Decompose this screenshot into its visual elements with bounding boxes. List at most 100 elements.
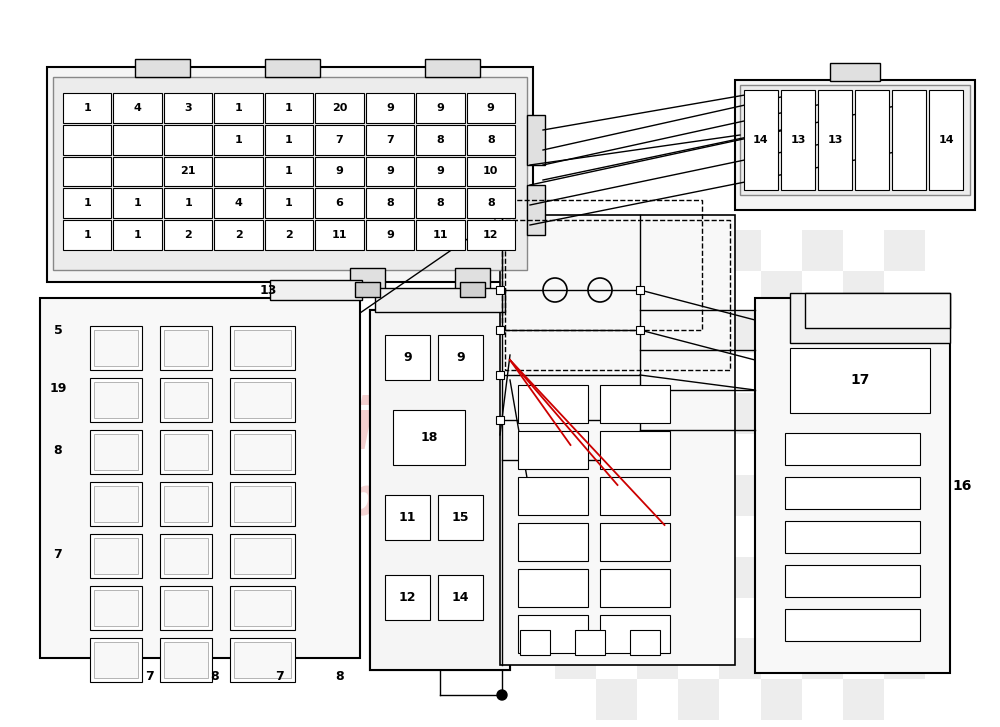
Bar bbox=[94, 330, 138, 366]
Text: 8: 8 bbox=[336, 670, 344, 683]
Bar bbox=[230, 482, 295, 526]
Text: 19: 19 bbox=[49, 382, 67, 395]
Bar bbox=[214, 125, 263, 155]
Bar bbox=[63, 93, 111, 123]
Bar bbox=[596, 271, 637, 312]
Text: 9: 9 bbox=[403, 351, 412, 364]
Bar bbox=[600, 523, 670, 561]
Text: 5: 5 bbox=[54, 324, 62, 337]
Bar bbox=[678, 353, 719, 393]
Bar bbox=[94, 538, 138, 574]
Bar bbox=[802, 393, 843, 434]
Bar bbox=[555, 312, 596, 353]
Bar bbox=[416, 156, 465, 186]
Bar bbox=[600, 385, 670, 423]
Circle shape bbox=[497, 690, 507, 700]
Bar bbox=[518, 615, 588, 653]
Bar bbox=[600, 615, 670, 653]
Bar bbox=[63, 220, 111, 250]
Bar bbox=[637, 393, 678, 434]
Bar bbox=[164, 330, 208, 366]
Bar bbox=[234, 486, 291, 522]
Bar bbox=[596, 679, 637, 720]
Bar bbox=[234, 330, 291, 366]
Text: 20: 20 bbox=[332, 103, 347, 113]
Bar bbox=[884, 638, 925, 679]
Bar bbox=[164, 590, 208, 626]
Bar bbox=[375, 288, 505, 312]
Bar bbox=[518, 523, 588, 561]
Bar bbox=[164, 220, 212, 250]
Text: 1: 1 bbox=[285, 134, 293, 145]
Bar bbox=[802, 312, 843, 353]
Bar bbox=[393, 410, 465, 465]
Bar bbox=[366, 156, 414, 186]
Bar bbox=[63, 125, 111, 155]
Bar bbox=[234, 434, 291, 470]
Bar bbox=[740, 85, 970, 195]
Bar bbox=[230, 534, 295, 578]
Text: 7: 7 bbox=[146, 670, 154, 683]
Text: 1: 1 bbox=[83, 103, 91, 113]
Bar bbox=[385, 495, 430, 540]
Bar bbox=[460, 282, 485, 297]
Text: 8: 8 bbox=[436, 134, 444, 145]
Text: 1: 1 bbox=[285, 103, 293, 113]
Bar bbox=[527, 185, 545, 235]
Text: 8: 8 bbox=[211, 670, 219, 683]
Bar bbox=[600, 477, 670, 515]
Bar bbox=[761, 516, 802, 557]
Text: 1: 1 bbox=[134, 230, 142, 240]
Bar bbox=[416, 220, 465, 250]
Bar bbox=[884, 312, 925, 353]
Bar bbox=[496, 371, 504, 379]
Bar bbox=[416, 188, 465, 218]
Bar bbox=[63, 156, 111, 186]
Bar bbox=[678, 598, 719, 638]
Text: 9: 9 bbox=[336, 166, 343, 177]
Text: 9: 9 bbox=[456, 351, 465, 364]
Text: 1: 1 bbox=[184, 198, 192, 209]
Text: 11: 11 bbox=[399, 511, 416, 524]
Bar bbox=[735, 80, 975, 210]
Bar bbox=[135, 59, 190, 77]
Bar bbox=[214, 93, 263, 123]
Bar bbox=[234, 538, 291, 574]
Bar bbox=[761, 434, 802, 475]
Bar bbox=[555, 393, 596, 434]
Bar bbox=[678, 516, 719, 557]
Text: 14: 14 bbox=[753, 135, 769, 145]
Bar bbox=[385, 575, 430, 620]
Bar bbox=[366, 220, 414, 250]
Bar bbox=[350, 268, 385, 290]
Bar bbox=[719, 312, 761, 353]
Bar bbox=[94, 434, 138, 470]
Bar bbox=[265, 59, 320, 77]
Bar bbox=[761, 598, 802, 638]
Bar bbox=[467, 220, 515, 250]
Bar bbox=[265, 220, 313, 250]
Bar bbox=[438, 335, 483, 380]
Bar bbox=[805, 293, 950, 328]
Bar bbox=[636, 286, 644, 294]
Bar bbox=[884, 393, 925, 434]
Bar bbox=[467, 156, 515, 186]
Bar bbox=[416, 93, 465, 123]
Text: 1: 1 bbox=[83, 198, 91, 209]
Bar bbox=[467, 93, 515, 123]
Bar bbox=[518, 477, 588, 515]
Bar bbox=[160, 638, 212, 682]
Bar bbox=[438, 495, 483, 540]
Bar bbox=[843, 516, 884, 557]
Bar bbox=[164, 434, 208, 470]
Bar bbox=[761, 679, 802, 720]
Text: 2: 2 bbox=[235, 230, 242, 240]
Bar bbox=[596, 516, 637, 557]
Bar bbox=[160, 326, 212, 370]
Bar bbox=[744, 90, 778, 190]
Bar bbox=[113, 156, 162, 186]
Bar bbox=[596, 353, 637, 393]
Text: 8: 8 bbox=[386, 198, 394, 209]
Bar bbox=[230, 378, 295, 422]
Bar bbox=[555, 230, 596, 271]
